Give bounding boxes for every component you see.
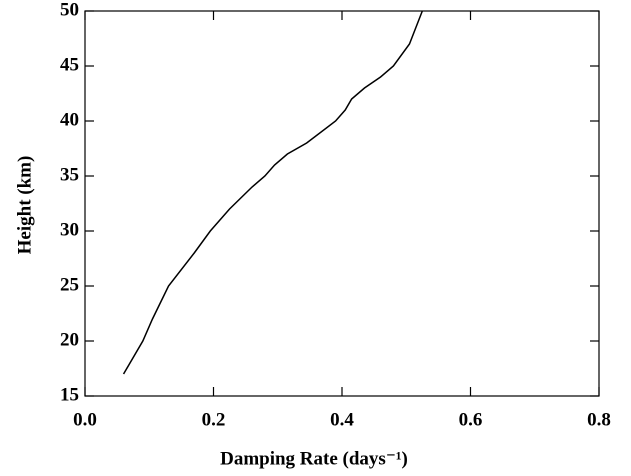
y-tick-label: 35 xyxy=(60,164,79,185)
data-line xyxy=(122,10,424,375)
plot-frame xyxy=(84,10,600,397)
x-tick-label: 0.0 xyxy=(73,409,97,430)
y-tick-label: 30 xyxy=(60,219,79,240)
x-tick-label: 0.4 xyxy=(330,409,354,430)
x-axis-label: Damping Rate (days⁻¹) xyxy=(220,448,408,469)
y-tick-label: 40 xyxy=(60,109,79,130)
y-tick-label: 25 xyxy=(60,274,79,295)
y-axis-label: Height (km) xyxy=(14,156,35,255)
x-tick-label: 0.8 xyxy=(587,409,611,430)
x-tick-label: 0.2 xyxy=(202,409,226,430)
y-tick-label: 50 xyxy=(60,0,79,20)
y-tick-label: 15 xyxy=(60,384,79,405)
x-tick-label: 0.6 xyxy=(459,409,483,430)
y-tick-label: 20 xyxy=(60,329,79,350)
y-tick-label: 45 xyxy=(60,54,79,75)
